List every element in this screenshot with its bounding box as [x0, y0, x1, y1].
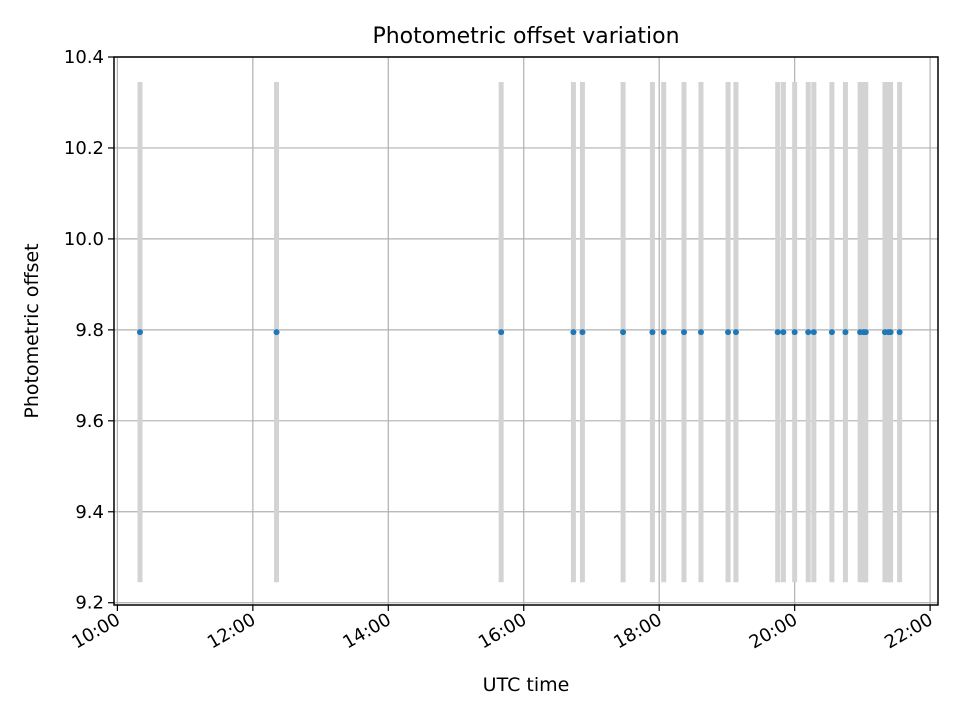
data-point — [649, 329, 656, 336]
data-point — [725, 329, 732, 336]
x-tick-label: 20:00 — [746, 609, 801, 653]
data-point — [579, 329, 586, 336]
chart-title: Photometric offset variation — [372, 24, 679, 49]
x-tick-label: 12:00 — [204, 609, 259, 653]
data-point — [842, 329, 849, 336]
x-tick-label: 10:00 — [68, 609, 123, 653]
data-point — [805, 329, 812, 336]
data-point — [136, 329, 143, 336]
x-tick-label: 22:00 — [881, 609, 936, 653]
data-point — [620, 329, 627, 336]
data-point — [896, 329, 903, 336]
y-tick-label: 10.0 — [64, 229, 104, 250]
y-axis-label: Photometric offset — [21, 243, 43, 418]
data-point — [810, 329, 817, 336]
y-tick-label: 9.2 — [75, 593, 104, 614]
data-point — [273, 329, 280, 336]
y-tick-label: 9.8 — [75, 320, 104, 341]
data-points — [136, 329, 903, 336]
data-point — [887, 329, 894, 336]
data-point — [681, 329, 688, 336]
y-tick-label: 10.2 — [64, 138, 104, 159]
data-point — [862, 329, 869, 336]
y-tick-label: 9.6 — [75, 411, 104, 432]
x-tick-label: 18:00 — [610, 609, 665, 653]
data-point — [791, 329, 798, 336]
data-point — [732, 329, 739, 336]
data-point — [570, 329, 577, 336]
x-axis-label: UTC time — [483, 674, 570, 696]
data-point — [780, 329, 787, 336]
y-tick-label: 10.4 — [64, 47, 104, 68]
data-point — [660, 329, 667, 336]
data-point — [828, 329, 835, 336]
x-tick-label: 14:00 — [339, 609, 394, 653]
plot-frame — [113, 56, 939, 606]
y-tick-label: 9.4 — [75, 502, 104, 523]
data-point — [774, 329, 781, 336]
data-point — [498, 329, 505, 336]
x-tick-label: 16:00 — [475, 609, 530, 653]
data-point — [697, 329, 704, 336]
